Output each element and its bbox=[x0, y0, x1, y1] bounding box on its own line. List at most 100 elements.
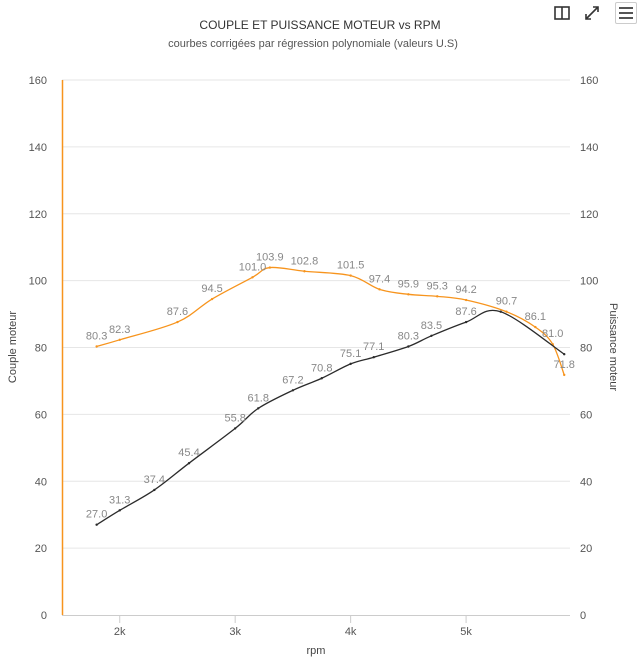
data-label: 31.3 bbox=[109, 494, 130, 506]
data-point bbox=[303, 270, 306, 273]
data-point bbox=[233, 427, 237, 430]
data-point bbox=[534, 325, 537, 329]
y-tick-left: 80 bbox=[35, 343, 47, 355]
y-tick-right: 0 bbox=[580, 610, 586, 622]
y-axis-right-title: Puissance moteur bbox=[607, 303, 619, 391]
data-point bbox=[95, 523, 98, 526]
data-point bbox=[153, 488, 156, 492]
data-label: 61.8 bbox=[248, 392, 269, 404]
data-label: 87.6 bbox=[455, 306, 476, 318]
data-point bbox=[251, 276, 254, 279]
data-label: 101.0 bbox=[239, 261, 267, 273]
data-label: 95.3 bbox=[427, 280, 448, 292]
data-point bbox=[505, 310, 508, 313]
y-tick-left: 160 bbox=[29, 75, 47, 87]
data-label: 75.1 bbox=[340, 348, 361, 360]
y-tick-right: 20 bbox=[580, 543, 592, 555]
data-point bbox=[187, 461, 191, 465]
data-point bbox=[372, 356, 375, 359]
y-tick-left: 60 bbox=[35, 409, 47, 421]
data-point bbox=[118, 338, 121, 342]
axes: 0 0 20 20 40 40 60 60 80 80 100 100 120 120 140 140 160 1… bbox=[29, 75, 599, 638]
data-label: 71.8 bbox=[554, 359, 575, 371]
split-panel-button[interactable] bbox=[551, 2, 573, 24]
data-label: 87.6 bbox=[167, 306, 188, 318]
chart-menu-button[interactable] bbox=[615, 2, 637, 24]
y-tick-right: 160 bbox=[580, 75, 598, 87]
data-point bbox=[378, 288, 381, 291]
y-tick-right: 80 bbox=[580, 343, 592, 355]
chart-toolbar bbox=[543, 2, 637, 24]
data-point bbox=[563, 352, 566, 356]
y-tick-left: 20 bbox=[35, 543, 47, 555]
chart-subtitle: courbes corrigées par régression polynom… bbox=[168, 38, 458, 50]
y-tick-left: 40 bbox=[35, 476, 47, 488]
data-point bbox=[118, 509, 121, 512]
y-tick-right: 100 bbox=[580, 276, 598, 288]
data-point bbox=[291, 389, 295, 392]
data-point bbox=[320, 377, 323, 380]
expand-button[interactable] bbox=[581, 2, 603, 24]
series-lines bbox=[95, 266, 566, 526]
data-point bbox=[349, 274, 352, 277]
x-tick-label: 2k bbox=[114, 626, 126, 638]
data-label: 101.5 bbox=[337, 260, 365, 272]
data-point bbox=[268, 266, 272, 269]
chart-title: COUPLE ET PUISSANCE MOTEUR vs RPM bbox=[199, 18, 440, 32]
data-label: 97.4 bbox=[369, 273, 390, 285]
data-point bbox=[407, 345, 410, 348]
data-label: 55.8 bbox=[224, 412, 245, 424]
data-label: 82.3 bbox=[109, 324, 130, 336]
data-point bbox=[436, 295, 439, 298]
split-panel-icon bbox=[554, 6, 570, 20]
y-tick-right: 140 bbox=[580, 142, 598, 154]
x-tick-label: 4k bbox=[345, 626, 357, 638]
x-tick-label: 3k bbox=[229, 626, 241, 638]
x-tick-label: 5k bbox=[460, 626, 472, 638]
data-label: 67.2 bbox=[282, 374, 303, 386]
expand-icon bbox=[585, 6, 599, 20]
data-label: 95.9 bbox=[398, 278, 419, 290]
data-label: 27.0 bbox=[86, 509, 107, 521]
series-line-0 bbox=[96, 266, 565, 376]
data-label: 94.5 bbox=[201, 283, 222, 295]
y-axis-left-title: Couple moteur bbox=[7, 311, 19, 383]
y-tick-right: 40 bbox=[580, 476, 592, 488]
data-label: 102.8 bbox=[291, 255, 319, 267]
data-label: 90.7 bbox=[496, 296, 517, 308]
data-point bbox=[464, 298, 468, 302]
data-label: 80.3 bbox=[86, 331, 107, 343]
data-point bbox=[210, 297, 214, 301]
y-tick-right: 60 bbox=[580, 409, 592, 421]
data-point bbox=[499, 310, 502, 313]
data-point bbox=[407, 293, 410, 296]
data-label: 45.4 bbox=[178, 447, 199, 459]
data-point bbox=[563, 373, 566, 377]
data-label: 86.1 bbox=[525, 311, 546, 323]
series-line-1 bbox=[96, 309, 565, 526]
data-label: 70.8 bbox=[311, 362, 332, 374]
data-point bbox=[464, 320, 468, 324]
data-label: 94.2 bbox=[455, 284, 476, 296]
grid-lines bbox=[62, 79, 570, 549]
data-point bbox=[257, 407, 260, 410]
data-label: 103.9 bbox=[256, 252, 284, 264]
data-label: 80.3 bbox=[398, 331, 419, 343]
data-point bbox=[95, 345, 98, 348]
y-tick-right: 120 bbox=[580, 209, 598, 221]
data-label: 37.4 bbox=[144, 474, 165, 486]
y-tick-left: 0 bbox=[41, 610, 47, 622]
data-point bbox=[349, 362, 352, 366]
y-tick-left: 140 bbox=[29, 142, 47, 154]
data-label: 77.1 bbox=[363, 341, 384, 353]
data-label: 83.5 bbox=[421, 320, 442, 332]
y-tick-left: 100 bbox=[29, 276, 47, 288]
data-point bbox=[430, 334, 433, 337]
y-tick-left: 120 bbox=[29, 209, 47, 221]
data-label: 81.0 bbox=[542, 328, 563, 340]
x-axis-title: rpm bbox=[307, 645, 326, 657]
data-point bbox=[176, 320, 179, 324]
hamburger-menu-icon bbox=[619, 7, 633, 19]
